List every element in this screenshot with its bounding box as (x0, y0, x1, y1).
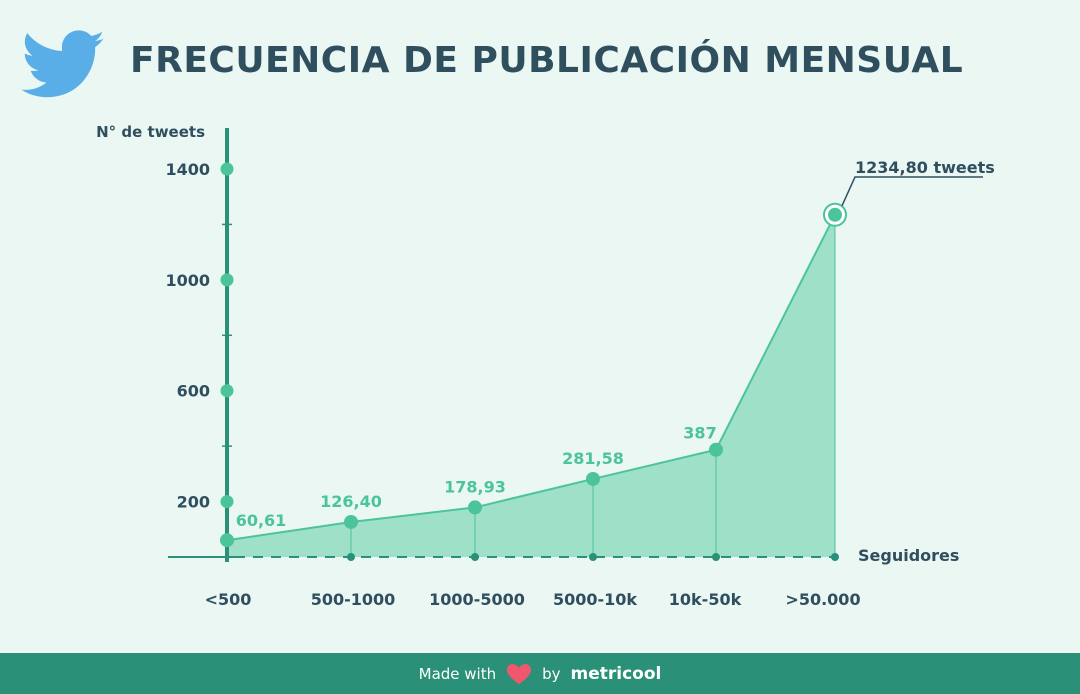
x-axis-dot (347, 553, 355, 561)
area-chart: 200 600 1000 1400 N° de tweets 60,61 126,40 178… (96, 123, 995, 609)
y-tick-dot (220, 162, 234, 176)
data-point (586, 471, 600, 486)
x-tick-label: 5000-10k (553, 590, 637, 609)
brand-label: metricool (570, 663, 662, 684)
x-tick-label: 500-1000 (311, 590, 396, 609)
y-tick-label: 1400 (165, 160, 210, 179)
y-tick-label: 200 (177, 493, 210, 512)
y-tick-label: 600 (177, 382, 210, 401)
data-point (344, 514, 358, 529)
x-tick-label: <500 (205, 590, 252, 609)
data-label: 60,61 (236, 511, 287, 530)
data-label: 387 (683, 424, 716, 443)
x-axis-dot (471, 553, 479, 561)
made-with-label: Made with (418, 664, 497, 683)
data-label: 126,40 (320, 492, 382, 511)
y-tick-dot (220, 495, 234, 509)
data-point (828, 207, 842, 222)
data-label: 281,58 (562, 449, 624, 468)
x-tick-label: >50.000 (785, 590, 860, 609)
y-tick-label: 1000 (165, 271, 210, 290)
x-tick-label: 10k-50k (669, 590, 742, 609)
y-tick-dot (220, 384, 234, 398)
data-label: 178,93 (444, 477, 506, 496)
header: FRECUENCIA DE PUBLICACIÓN MENSUAL (0, 0, 1080, 120)
x-axis-label: Seguidores (858, 546, 959, 565)
heart-icon (507, 663, 532, 684)
callout-label: 1234,80 tweets (855, 158, 995, 177)
area-fill (227, 214, 835, 557)
footer: Made with by metricool (0, 653, 1080, 694)
page-title: FRECUENCIA DE PUBLICACIÓN MENSUAL (130, 40, 964, 81)
x-tick-label: 1000-5000 (429, 590, 525, 609)
twitter-bird-icon (22, 30, 105, 98)
by-label: by (542, 664, 561, 683)
data-point (220, 533, 234, 548)
y-tick-dot (220, 273, 234, 287)
y-axis-label: N° de tweets (96, 123, 205, 141)
callout-line (841, 176, 983, 207)
series-line (226, 214, 836, 542)
x-axis-dot (589, 553, 597, 561)
x-axis-dot (712, 553, 720, 561)
data-point (468, 500, 482, 515)
x-axis-dot (831, 553, 839, 561)
data-point (709, 442, 723, 457)
